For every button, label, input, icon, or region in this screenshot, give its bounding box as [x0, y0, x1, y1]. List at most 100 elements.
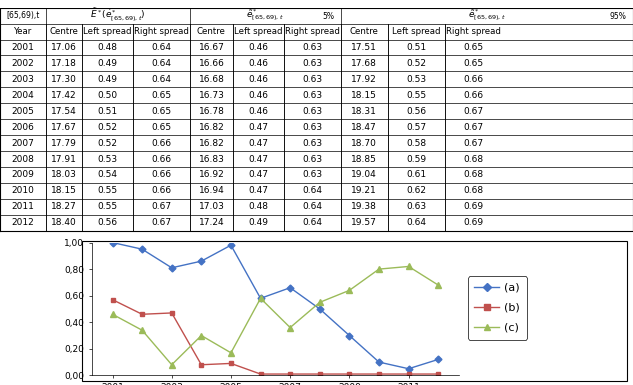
Text: 0.65: 0.65 — [151, 107, 172, 116]
(a) — [434, 357, 442, 362]
Text: 17.24: 17.24 — [199, 218, 224, 227]
(a) — [109, 240, 116, 245]
Text: 16.83: 16.83 — [199, 154, 224, 164]
Text: 16.82: 16.82 — [199, 139, 224, 147]
Text: 0.56: 0.56 — [97, 218, 118, 227]
Text: 18.27: 18.27 — [51, 203, 77, 211]
Text: Left spread: Left spread — [234, 27, 282, 36]
Text: 0.63: 0.63 — [302, 91, 322, 100]
Text: 0.67: 0.67 — [463, 123, 484, 132]
Text: 0.65: 0.65 — [463, 59, 484, 68]
Text: 0.56: 0.56 — [406, 107, 427, 116]
Text: 16.92: 16.92 — [199, 171, 224, 179]
Text: 0.67: 0.67 — [151, 218, 172, 227]
Text: 0.63: 0.63 — [302, 139, 322, 147]
Text: 19.21: 19.21 — [351, 186, 377, 196]
Text: 18.47: 18.47 — [351, 123, 377, 132]
Text: 16.82: 16.82 — [199, 123, 224, 132]
Text: Centre: Centre — [197, 27, 226, 36]
Text: 18.85: 18.85 — [351, 154, 377, 164]
(b) — [404, 372, 412, 377]
Text: 17.18: 17.18 — [51, 59, 77, 68]
Text: 16.67: 16.67 — [199, 43, 224, 52]
Text: 0.64: 0.64 — [302, 186, 322, 196]
Text: [65,69),t: [65,69),t — [6, 11, 39, 20]
Text: 2012: 2012 — [11, 218, 34, 227]
(b) — [286, 372, 294, 377]
Text: 17.68: 17.68 — [351, 59, 377, 68]
Text: 0.52: 0.52 — [406, 59, 427, 68]
Text: 17.92: 17.92 — [351, 75, 377, 84]
Text: Right spread: Right spread — [446, 27, 501, 36]
Legend: (a), (b), (c): (a), (b), (c) — [468, 276, 527, 340]
Text: 0.55: 0.55 — [97, 186, 118, 196]
Text: 0.63: 0.63 — [302, 154, 322, 164]
Text: 0.46: 0.46 — [248, 59, 268, 68]
(a) — [257, 296, 265, 301]
Text: 18.15: 18.15 — [351, 91, 377, 100]
Text: 0.47: 0.47 — [248, 171, 268, 179]
(a) — [197, 259, 205, 263]
Text: 2004: 2004 — [11, 91, 34, 100]
Text: 0.63: 0.63 — [302, 43, 322, 52]
Text: $\tilde{E}^*(\dot{e}^*_{[65,69),t})$: $\tilde{E}^*(\dot{e}^*_{[65,69),t})$ — [90, 7, 146, 25]
(b) — [257, 372, 265, 377]
(c) — [346, 288, 353, 293]
Text: 0.46: 0.46 — [248, 75, 268, 84]
Text: 0.47: 0.47 — [248, 123, 268, 132]
Text: Centre: Centre — [49, 27, 78, 36]
Line: (a): (a) — [110, 240, 441, 371]
Text: 0.63: 0.63 — [302, 59, 322, 68]
Text: 0.67: 0.67 — [463, 107, 484, 116]
Text: 17.06: 17.06 — [51, 43, 77, 52]
Text: 0.49: 0.49 — [97, 59, 118, 68]
(a) — [346, 333, 353, 338]
Text: 0.64: 0.64 — [302, 218, 322, 227]
(a) — [375, 360, 383, 364]
Text: 16.68: 16.68 — [199, 75, 224, 84]
Text: 0.64: 0.64 — [151, 59, 172, 68]
Text: 2009: 2009 — [11, 171, 34, 179]
Text: 2005: 2005 — [11, 107, 34, 116]
Text: 2011: 2011 — [11, 203, 34, 211]
Text: 0.66: 0.66 — [463, 91, 484, 100]
Text: 18.70: 18.70 — [351, 139, 377, 147]
(b) — [346, 372, 353, 377]
(a) — [227, 243, 235, 248]
Text: 0.69: 0.69 — [463, 203, 484, 211]
Text: 0.53: 0.53 — [97, 154, 118, 164]
Text: 0.47: 0.47 — [248, 154, 268, 164]
Text: 0.53: 0.53 — [406, 75, 427, 84]
Text: 0.65: 0.65 — [151, 123, 172, 132]
(c) — [257, 296, 265, 301]
Line: (b): (b) — [110, 297, 441, 377]
Text: 19.38: 19.38 — [351, 203, 377, 211]
Text: 0.58: 0.58 — [406, 139, 427, 147]
Text: 18.03: 18.03 — [51, 171, 77, 179]
Text: 0.63: 0.63 — [302, 123, 322, 132]
Text: 0.66: 0.66 — [151, 186, 172, 196]
(c) — [375, 267, 383, 271]
Text: 0.46: 0.46 — [248, 43, 268, 52]
Text: 0.64: 0.64 — [406, 218, 427, 227]
(b) — [316, 372, 323, 377]
(b) — [139, 312, 146, 316]
(a) — [316, 306, 323, 311]
Text: 0.48: 0.48 — [97, 43, 118, 52]
(c) — [434, 283, 442, 287]
Text: 17.79: 17.79 — [51, 139, 77, 147]
Text: 0.48: 0.48 — [248, 203, 268, 211]
Text: 0.65: 0.65 — [463, 43, 484, 52]
(c) — [227, 350, 235, 355]
Text: 0.64: 0.64 — [151, 43, 172, 52]
Text: 18.40: 18.40 — [51, 218, 77, 227]
(b) — [227, 361, 235, 366]
Text: 0.65: 0.65 — [151, 91, 172, 100]
Text: Left spread: Left spread — [392, 27, 441, 36]
Text: 2003: 2003 — [11, 75, 34, 84]
Text: 0.50: 0.50 — [97, 91, 118, 100]
(a) — [168, 266, 175, 270]
(b) — [375, 372, 383, 377]
Text: 0.46: 0.46 — [248, 91, 268, 100]
Text: 2006: 2006 — [11, 123, 34, 132]
